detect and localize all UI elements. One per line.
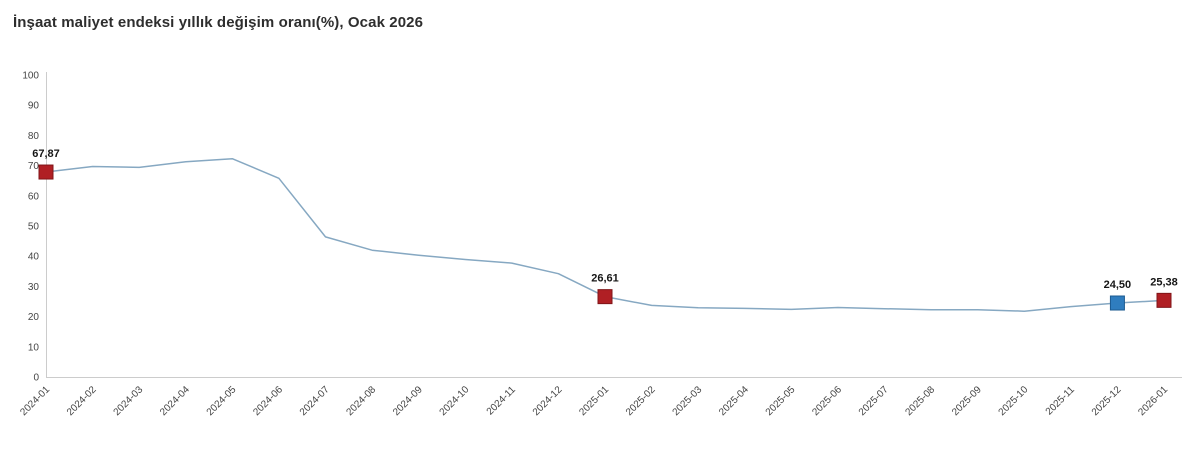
x-tick-label: 2025-02 bbox=[624, 384, 658, 418]
x-tick-label: 2025-03 bbox=[671, 384, 705, 418]
data-point-label: 24,50 bbox=[1104, 279, 1132, 291]
x-tick-label: 2024-07 bbox=[298, 384, 332, 418]
data-point-label: 67,87 bbox=[32, 148, 60, 160]
x-tick-label: 2024-12 bbox=[531, 384, 565, 418]
x-tick-label: 2025-11 bbox=[1044, 384, 1078, 418]
y-tick-label: 80 bbox=[28, 131, 40, 142]
data-point-marker-red bbox=[597, 289, 613, 305]
x-tick-label: 2025-12 bbox=[1090, 384, 1124, 418]
y-tick-label: 60 bbox=[28, 191, 40, 202]
series-line bbox=[45, 157, 1165, 312]
x-tick-label: 2024-11 bbox=[485, 384, 519, 418]
data-point-marker-blue bbox=[1109, 295, 1125, 311]
chart-title: İnşaat maliyet endeksi yıllık değişim or… bbox=[13, 14, 424, 31]
x-tick-label: 2024-09 bbox=[391, 384, 425, 418]
x-tick-label: 2025-10 bbox=[997, 384, 1031, 418]
x-tick-label: 2024-04 bbox=[158, 384, 192, 418]
data-point-label: 25,38 bbox=[1150, 276, 1178, 288]
y-tick-label: 70 bbox=[28, 161, 40, 172]
x-tick-label: 2025-01 bbox=[577, 384, 611, 418]
y-tick-label: 30 bbox=[28, 282, 40, 293]
x-tick-label: 2025-08 bbox=[903, 384, 937, 418]
data-point-marker-red bbox=[38, 164, 54, 180]
x-tick-label: 2026-01 bbox=[1136, 384, 1170, 418]
y-tick-label: 10 bbox=[28, 342, 40, 353]
x-tick-label: 2024-03 bbox=[112, 384, 146, 418]
x-tick-label: 2024-10 bbox=[438, 384, 472, 418]
data-point-label: 26,61 bbox=[591, 273, 619, 285]
x-tick-label: 2025-05 bbox=[764, 384, 798, 418]
x-tick-label: 2025-04 bbox=[717, 384, 751, 418]
x-tick-label: 2025-06 bbox=[810, 384, 844, 418]
x-tick-label: 2024-06 bbox=[251, 384, 285, 418]
x-tick-label: 2024-05 bbox=[205, 384, 239, 418]
y-tick-label: 100 bbox=[22, 71, 39, 82]
x-tick-label: 2024-02 bbox=[65, 384, 99, 418]
y-tick-label: 40 bbox=[28, 252, 40, 263]
x-tick-label: 2024-01 bbox=[18, 384, 52, 418]
x-tick-label: 2025-07 bbox=[857, 384, 891, 418]
y-tick-label: 50 bbox=[28, 222, 40, 233]
data-point-marker-red bbox=[1156, 292, 1172, 308]
y-tick-label: 20 bbox=[28, 312, 40, 323]
x-tick-label: 2025-09 bbox=[950, 384, 984, 418]
y-tick-label: 90 bbox=[28, 101, 40, 112]
y-tick-label: 0 bbox=[33, 373, 39, 384]
x-tick-label: 2024-08 bbox=[344, 384, 378, 418]
